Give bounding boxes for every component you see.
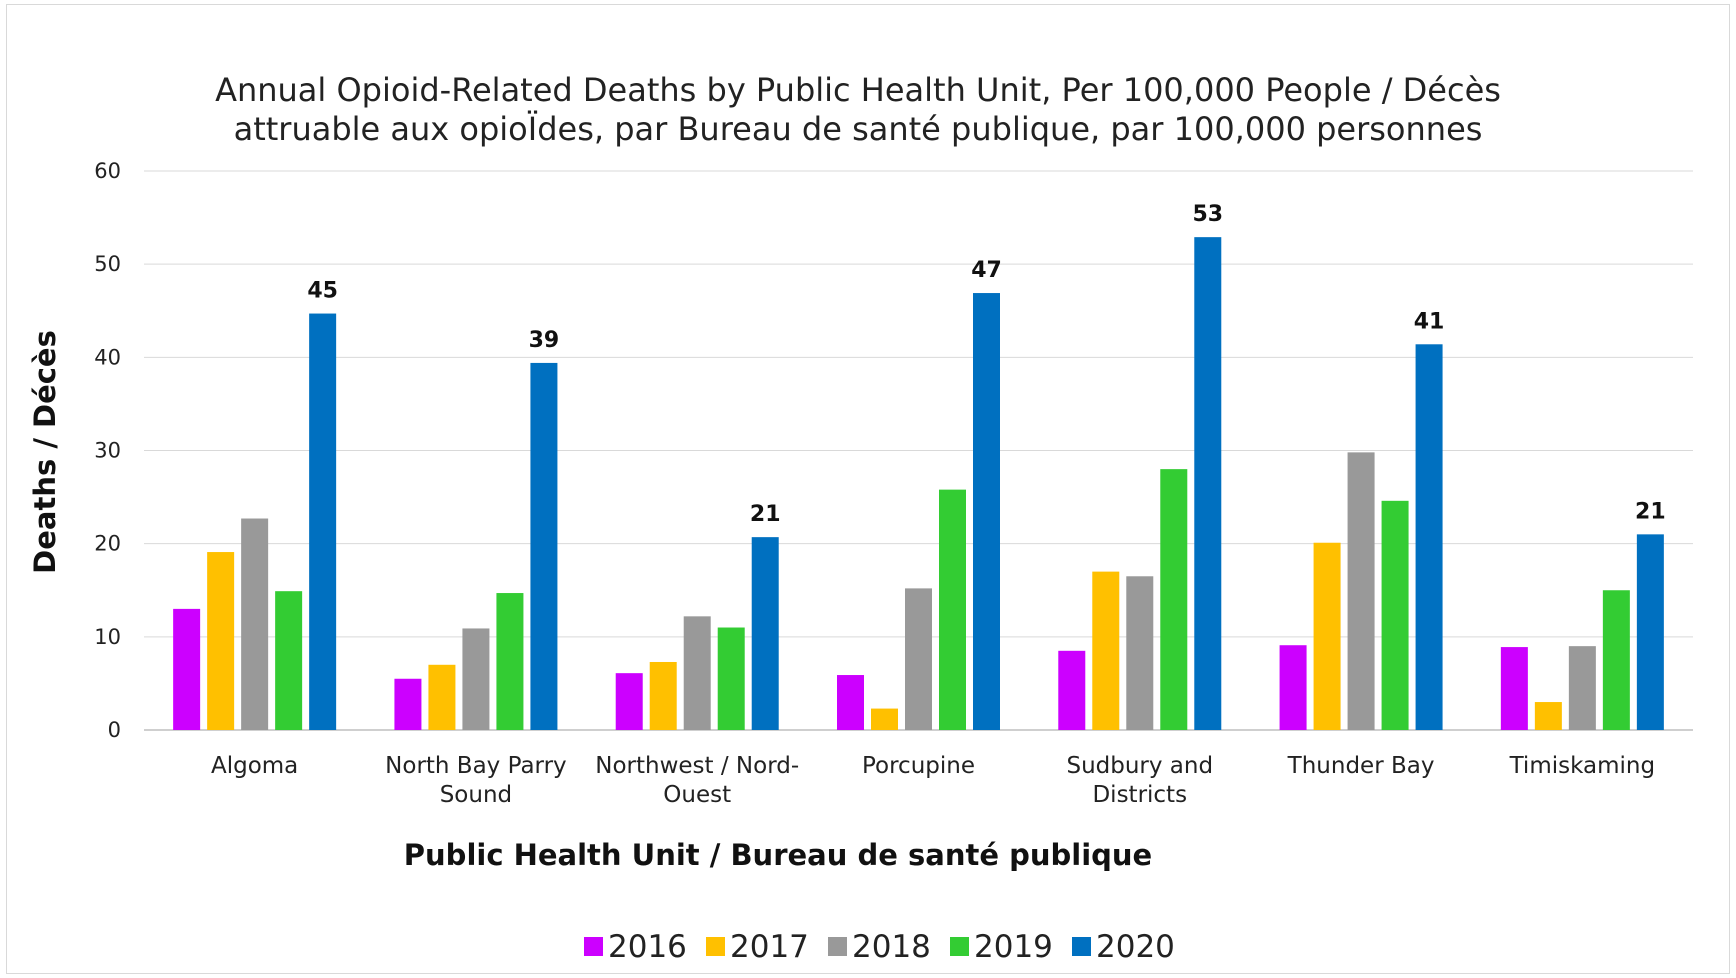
bar-2017-4 [1092, 571, 1120, 730]
x-category-label: Ouest [663, 782, 731, 808]
legend-swatch-2018 [828, 937, 847, 956]
x-category-label: Porcupine [862, 753, 975, 779]
data-label: 21 [1635, 499, 1666, 524]
y-tick-label: 30 [94, 439, 121, 463]
x-category-label: Districts [1092, 782, 1187, 808]
bar-2016-0 [173, 608, 201, 730]
bar-2019-2 [717, 627, 745, 730]
bar-2017-2 [649, 661, 677, 730]
bar-2016-2 [615, 673, 643, 730]
data-label: 39 [529, 328, 560, 353]
bar-2018-4 [1126, 576, 1154, 730]
bar-2019-6 [1602, 590, 1630, 730]
legend-swatch-2019 [950, 937, 969, 956]
x-category-label: North Bay Parry [385, 753, 566, 779]
y-tick-label: 10 [94, 625, 121, 649]
y-axis-title: Deaths / Décès [28, 330, 62, 574]
bar-2017-3 [871, 708, 898, 730]
y-tick-label: 20 [94, 532, 121, 556]
bar-2016-4 [1058, 650, 1086, 730]
x-category-label: Thunder Bay [1287, 753, 1435, 779]
data-label: 41 [1414, 309, 1445, 334]
bar-2020-5 [1415, 344, 1443, 730]
y-tick-label: 40 [94, 345, 121, 369]
legend-label-2020: 2020 [1096, 929, 1175, 965]
chart-frame: Annual Opioid-Related Deaths by Public H… [6, 4, 1730, 974]
bar-2018-0 [241, 518, 269, 730]
legend-label-2019: 2019 [974, 929, 1053, 965]
bar-2018-3 [905, 588, 932, 730]
legend-swatch-2017 [706, 937, 725, 956]
x-axis-categories: Algoma North Bay Parry Sound Northwest / No… [211, 753, 1655, 808]
data-label: 53 [1192, 202, 1223, 227]
x-category-label: Sudbury and [1066, 753, 1213, 779]
bar-2020-4 [1194, 237, 1222, 731]
legend: 2016 2017 2018 2019 2020 [584, 929, 1175, 965]
data-labels: 45 39 21 47 53 41 21 [307, 202, 1665, 527]
bar-2016-6 [1500, 647, 1528, 730]
legend-label-2018: 2018 [852, 929, 931, 965]
chart-title: Annual Opioid-Related Deaths by Public H… [215, 71, 1501, 148]
bar-2016-3 [837, 675, 864, 730]
bar-2019-3 [939, 489, 966, 730]
bar-2020-3 [973, 293, 1000, 730]
bar-2017-5 [1313, 542, 1341, 730]
x-category-label: Algoma [211, 753, 298, 779]
bar-2016-5 [1279, 645, 1307, 730]
bar-2020-0 [309, 313, 337, 730]
bar-2018-5 [1347, 452, 1375, 730]
bars [173, 237, 1664, 731]
bar-2020-1 [530, 362, 558, 730]
bar-2019-5 [1381, 500, 1409, 730]
bar-2018-6 [1568, 646, 1596, 730]
chart-title-line-1: Annual Opioid-Related Deaths by Public H… [215, 71, 1501, 109]
y-axis-ticks: 0 10 20 30 40 50 60 [94, 159, 121, 742]
legend-swatch-2016 [584, 937, 603, 956]
bar-2018-2 [683, 616, 711, 730]
y-tick-label: 60 [94, 159, 121, 183]
chart-title-line-2: attruable aux opioÏdes, par Bureau de sa… [234, 110, 1483, 148]
bar-chart: Annual Opioid-Related Deaths by Public H… [28, 71, 1693, 965]
y-tick-label: 50 [94, 252, 121, 276]
bar-2019-4 [1160, 469, 1188, 730]
legend-swatch-2020 [1072, 937, 1091, 956]
x-axis-title: Public Health Unit / Bureau de santé pub… [404, 838, 1152, 872]
x-category-label: Northwest / Nord- [595, 753, 799, 779]
legend-label-2017: 2017 [730, 929, 809, 965]
bar-2018-1 [462, 628, 490, 730]
bar-2020-2 [751, 537, 779, 730]
x-category-label: Timiskaming [1509, 753, 1656, 779]
legend-label-2016: 2016 [608, 929, 687, 965]
bar-2017-1 [428, 664, 456, 730]
data-label: 47 [971, 258, 1002, 283]
bar-2017-6 [1534, 702, 1562, 730]
bar-2019-1 [496, 593, 524, 730]
bar-2019-0 [275, 591, 303, 730]
x-category-label: Sound [440, 782, 512, 808]
bar-2016-1 [394, 678, 422, 730]
y-tick-label: 0 [108, 718, 121, 742]
bar-2017-0 [207, 552, 235, 730]
data-label: 45 [307, 279, 338, 304]
data-label: 21 [750, 502, 781, 527]
bar-2020-6 [1636, 534, 1664, 730]
